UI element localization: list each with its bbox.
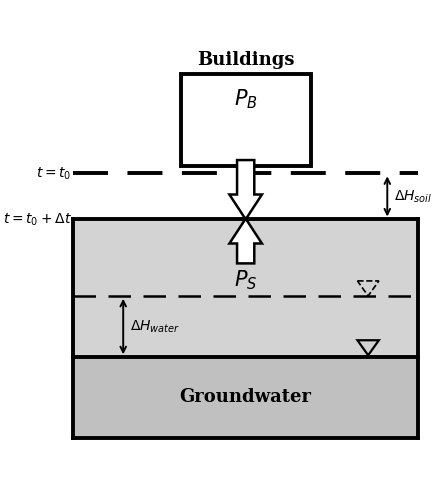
Text: $\Delta H_{water}$: $\Delta H_{water}$ bbox=[130, 318, 180, 334]
Polygon shape bbox=[230, 160, 262, 220]
Bar bbox=[74, 220, 418, 357]
Text: $t = t_0$: $t = t_0$ bbox=[36, 166, 71, 182]
Bar bbox=[180, 74, 311, 166]
Text: $\boldsymbol{P_B}$: $\boldsymbol{P_B}$ bbox=[234, 88, 258, 112]
Bar bbox=[74, 357, 418, 438]
Text: Groundwater: Groundwater bbox=[180, 388, 312, 406]
Polygon shape bbox=[230, 218, 262, 264]
Text: $t = t_0 + \Delta t$: $t = t_0 + \Delta t$ bbox=[3, 211, 71, 228]
Text: $\Delta H_{soil}$: $\Delta H_{soil}$ bbox=[394, 188, 432, 204]
Text: Buildings: Buildings bbox=[197, 52, 294, 70]
Text: $\boldsymbol{P_S}$: $\boldsymbol{P_S}$ bbox=[234, 269, 258, 292]
